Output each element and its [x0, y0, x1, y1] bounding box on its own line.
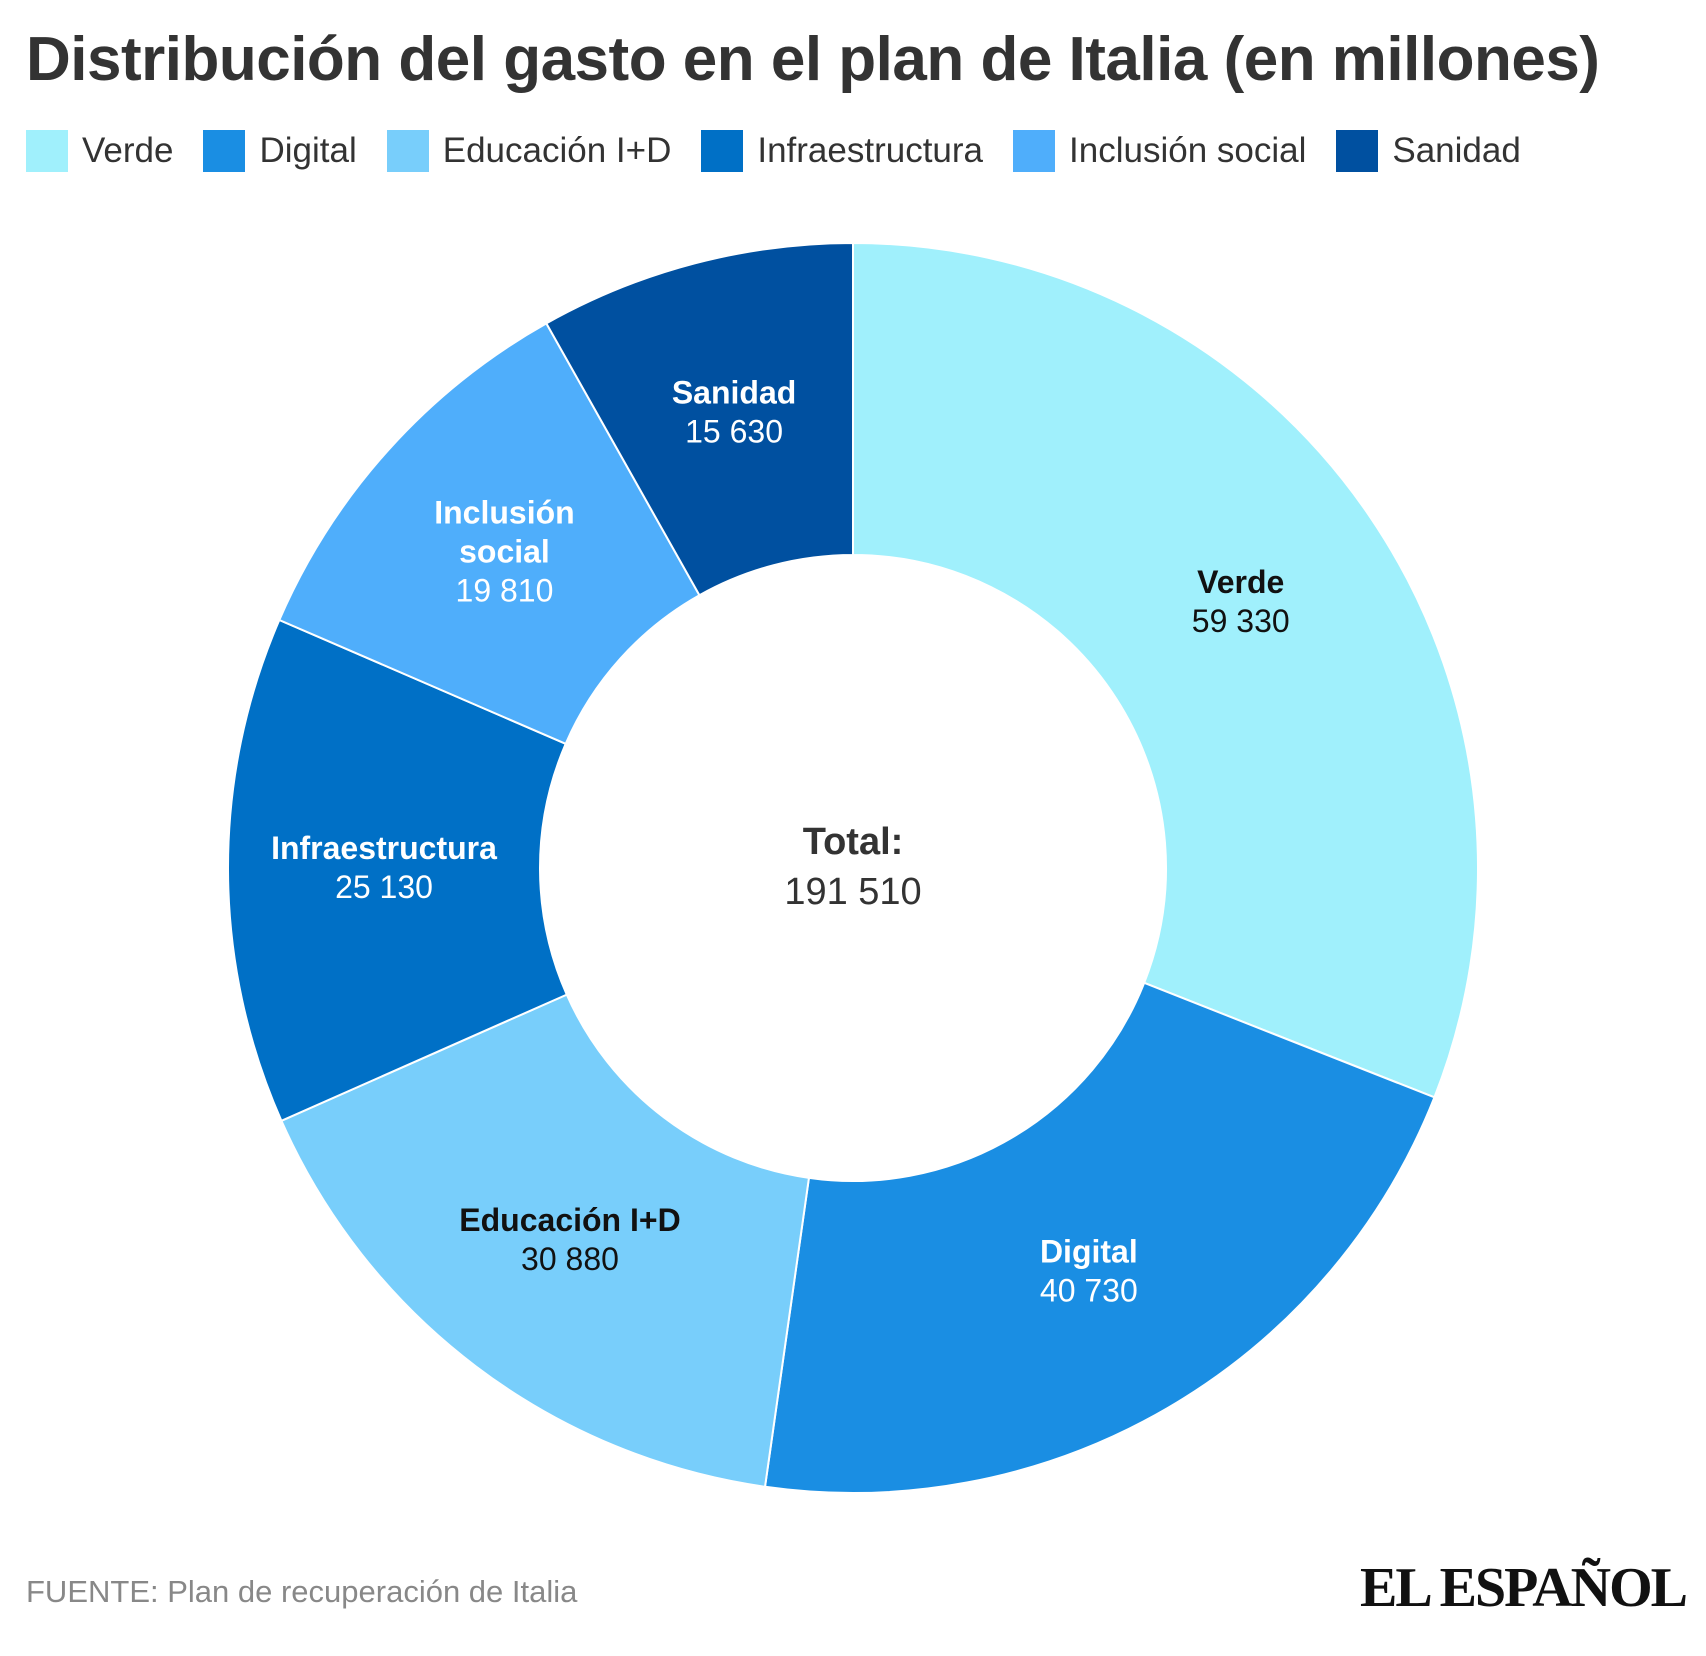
legend: Verde Digital Educación I+D Infraestructura… — [26, 130, 1551, 172]
donut-slice — [545, 241, 854, 597]
slice-value-label: 19 810 — [456, 573, 554, 609]
legend-item: Educación I+D — [386, 130, 672, 172]
donut-slice — [280, 993, 811, 1488]
donut-slice — [763, 981, 1436, 1494]
legend-item: Sanidad — [1336, 130, 1521, 172]
donut-slice — [227, 618, 569, 1123]
slice-label: Inclusión — [434, 495, 574, 531]
donut-slice — [278, 322, 701, 746]
donut-slice — [852, 241, 1479, 1099]
legend-swatch — [701, 130, 744, 172]
slice-label: Infraestructura — [271, 830, 497, 866]
legend-swatch — [386, 130, 429, 172]
legend-label: Infraestructura — [757, 131, 984, 170]
slice-label: Educación I+D — [459, 1202, 680, 1238]
legend-label: Verde — [82, 131, 174, 170]
legend-item: Inclusión social — [1013, 130, 1306, 172]
center-total-value: 191 510 — [784, 871, 921, 913]
legend-label: Sanidad — [1392, 131, 1521, 170]
slice-value-label: 40 730 — [1040, 1272, 1138, 1308]
legend-item: Digital — [203, 130, 357, 172]
slice-label: Sanidad — [672, 374, 796, 410]
chart-title: Distribución del gasto en el plan de Ita… — [26, 25, 1600, 94]
legend-item: Verde — [26, 130, 173, 172]
slice-value-label: 59 330 — [1192, 603, 1290, 639]
legend-label: Digital — [259, 131, 357, 170]
el-espanol-logo: EL ESPAÑOL — [1360, 1557, 1688, 1619]
slice-label: Digital — [1040, 1233, 1138, 1269]
slice-label: Verde — [1197, 564, 1284, 600]
legend-label: Inclusión social — [1069, 131, 1307, 170]
legend-item: Infraestructura — [701, 130, 983, 172]
center-label: Total: — [803, 821, 904, 863]
legend-swatch — [203, 130, 246, 172]
slice-value-label: 30 880 — [521, 1241, 619, 1277]
legend-swatch — [1336, 130, 1379, 172]
source-note: FUENTE: Plan de recuperación de Italia — [26, 1574, 578, 1609]
legend-swatch — [26, 130, 68, 172]
slice-value-label: 15 630 — [685, 413, 783, 449]
slice-value-label: 25 130 — [335, 869, 433, 905]
legend-swatch — [1013, 130, 1056, 172]
slice-label: social — [459, 534, 550, 570]
legend-label: Educación I+D — [442, 131, 672, 170]
